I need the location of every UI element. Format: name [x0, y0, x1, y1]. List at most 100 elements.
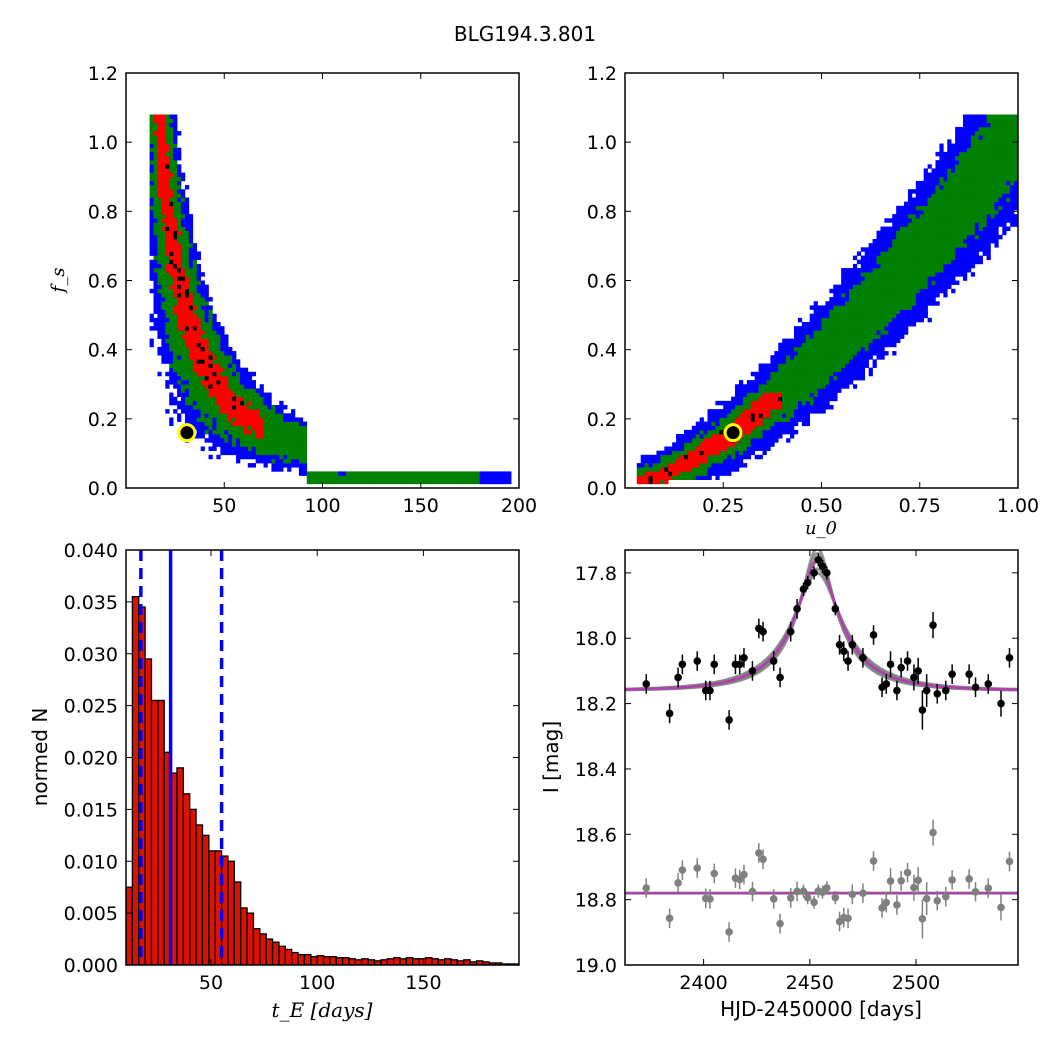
- density-cell: [173, 230, 178, 236]
- density-cell: [931, 280, 936, 285]
- density-cell: [852, 355, 858, 360]
- density-cell: [169, 280, 174, 285]
- density-cell: [149, 201, 154, 207]
- density-cell: [723, 454, 728, 460]
- density-cell: [841, 330, 846, 335]
- density-cell: [962, 222, 968, 227]
- density-cell: [161, 214, 166, 219]
- density-cell: [884, 247, 889, 252]
- density-cell: [829, 396, 834, 402]
- density-cell: [754, 409, 759, 414]
- density-cell: [283, 446, 288, 451]
- density-cell: [652, 475, 657, 480]
- density-cell: [330, 479, 335, 485]
- density-cell: [196, 351, 201, 356]
- density-cell: [876, 330, 881, 335]
- density-cell: [856, 355, 862, 360]
- density-cell: [279, 454, 284, 460]
- density-cell: [841, 367, 846, 373]
- density-cell: [216, 388, 221, 393]
- density-cell: [907, 239, 913, 244]
- density-cell: [153, 209, 158, 215]
- density-cell: [1006, 126, 1011, 132]
- density-cell: [986, 114, 991, 119]
- density-cell: [845, 280, 850, 285]
- density-cell: [770, 425, 775, 431]
- density-cell: [813, 363, 818, 368]
- density-cell: [216, 322, 221, 327]
- density-cell: [797, 413, 803, 418]
- density-cell: [188, 417, 194, 422]
- density-cell: [809, 330, 814, 335]
- density-cell: [860, 342, 866, 348]
- density-cell: [786, 363, 791, 368]
- density-cell: [208, 322, 213, 327]
- density-cell: [939, 276, 944, 281]
- density-cell: [809, 409, 814, 414]
- density-cell: [919, 284, 924, 290]
- density-cell: [326, 475, 331, 480]
- density-cell: [177, 180, 182, 186]
- density-cell: [1002, 226, 1007, 231]
- density-cell: [837, 351, 842, 356]
- light-curve-frame: [624, 549, 1019, 966]
- density-cell: [188, 313, 194, 319]
- density-cell: [856, 346, 862, 352]
- density-cell: [911, 255, 917, 261]
- density-cell: [271, 446, 276, 451]
- density-cell: [797, 417, 803, 422]
- density-cell: [813, 355, 818, 360]
- density-cell: [1006, 143, 1011, 148]
- density-cell: [904, 255, 909, 261]
- density-cell: [943, 156, 948, 161]
- density-cell: [856, 259, 862, 265]
- density-cell: [165, 139, 170, 144]
- density-cell: [970, 180, 976, 186]
- density-cell: [456, 471, 461, 476]
- density-cell: [904, 326, 909, 331]
- residual-point: [914, 876, 922, 885]
- density-cell: [951, 164, 956, 169]
- density-cell: [872, 351, 877, 356]
- density-cell: [880, 226, 885, 231]
- density-cell: [318, 475, 323, 480]
- density-cell: [951, 255, 956, 261]
- density-cell: [770, 405, 775, 410]
- density-cell: [1010, 185, 1015, 190]
- density-cell: [927, 259, 932, 265]
- density-cell: [161, 334, 166, 339]
- density-cell: [939, 214, 944, 219]
- density-cell: [157, 126, 162, 132]
- density-cell: [947, 263, 952, 269]
- density-cell: [184, 280, 190, 285]
- density-cell: [970, 189, 976, 194]
- density-cell: [742, 425, 748, 431]
- density-cell: [149, 151, 154, 157]
- data-point: [1005, 654, 1014, 662]
- density-cell: [255, 438, 260, 443]
- density-cell: [746, 384, 752, 389]
- density-cell: [699, 442, 704, 447]
- density-cell: [200, 322, 205, 327]
- density-cell: [947, 222, 952, 227]
- histogram-bar: [189, 808, 197, 965]
- density-cell: [915, 255, 921, 261]
- density-cell: [1002, 164, 1007, 169]
- density-cell: [919, 251, 924, 256]
- density-cell: [161, 251, 166, 256]
- density-cell: [974, 218, 979, 223]
- density-cell: [888, 342, 893, 348]
- density-cell: [923, 280, 928, 285]
- density-cell: [173, 126, 178, 132]
- histogram-bar: [182, 793, 191, 965]
- density-cell: [915, 272, 921, 277]
- density-cell: [904, 297, 909, 302]
- density-cell: [943, 214, 948, 219]
- density-cell: [204, 338, 209, 344]
- density-cell: [762, 429, 767, 435]
- density-cell: [393, 471, 398, 476]
- density-cell: [915, 197, 921, 202]
- density-cell: [998, 218, 1003, 223]
- density-cell: [994, 201, 999, 207]
- density-cell: [852, 330, 858, 335]
